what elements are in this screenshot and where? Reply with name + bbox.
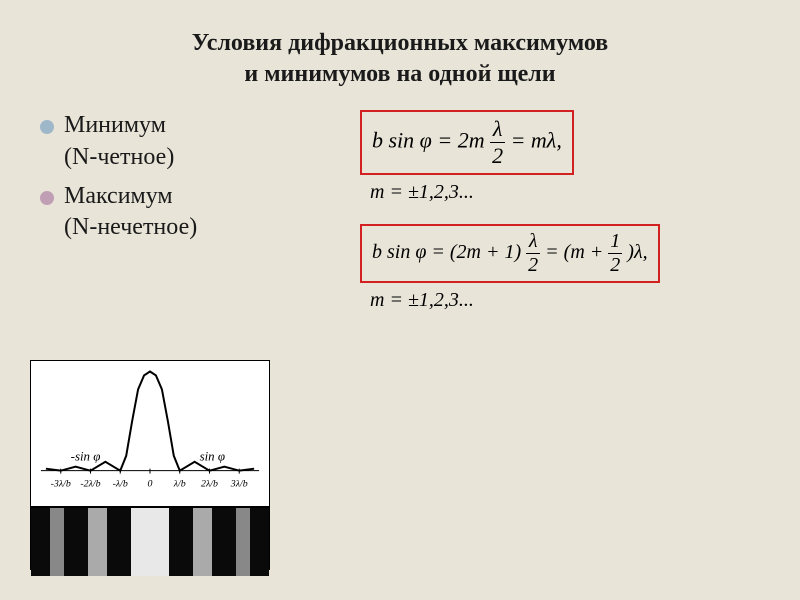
xtick-label: -3λ/b: [51, 479, 71, 490]
f1-suffix: = mλ,: [511, 128, 562, 153]
pattern-stripe: [212, 508, 236, 576]
bullet-maximum: Максимум (N-нечетное): [40, 181, 360, 243]
pattern-stripe: [107, 508, 131, 576]
title-line2: и минимумов на одной щели: [244, 61, 555, 87]
content-row: Минимум (N-четное) Максимум (N-нечетное)…: [0, 110, 800, 318]
bullet-minimum: Минимум (N-четное): [40, 110, 360, 172]
pattern-stripe: [193, 508, 212, 576]
pattern-stripe: [50, 508, 64, 576]
pattern-stripe: [169, 508, 193, 576]
f1-prefix: b sin φ = 2m: [372, 128, 485, 153]
formula-m2: m = ±1,2,3...: [360, 283, 760, 318]
pattern-stripe: [250, 508, 269, 576]
diffraction-diagram: -sin φ sin φ -3λ/b -2λ/b -λ/b 0 λ/b 2λ/b 3λ/b: [30, 360, 270, 570]
f2-den1: 2: [526, 254, 540, 277]
bullet-text-2: Максимум (N-нечетное): [64, 181, 197, 243]
axis-label-right: sin φ: [200, 450, 225, 464]
diffraction-pattern: [31, 508, 269, 576]
xtick-label: λ/b: [173, 479, 186, 490]
formula-maximum-box: b sin φ = (2m + 1) λ 2 = (m + 1 2 )λ,: [360, 224, 660, 283]
xtick-label: 0: [148, 479, 153, 490]
pattern-stripe: [131, 508, 169, 576]
f2-mid: = (m +: [545, 241, 608, 263]
f1-num: λ: [490, 116, 505, 143]
bullet-dot-2: [40, 191, 54, 205]
f2-num2: 1: [608, 230, 622, 254]
bullet-2-line1: Максимум: [64, 183, 173, 209]
bullet-1-line2: (N-четное): [64, 144, 174, 170]
axis-label-left: -sin φ: [71, 450, 101, 464]
pattern-stripe: [64, 508, 88, 576]
bullet-list: Минимум (N-четное) Максимум (N-нечетное): [40, 110, 360, 318]
f2-frac1: λ 2: [526, 230, 540, 277]
xtick-label: -2λ/b: [80, 479, 100, 490]
formula-minimum-box: b sin φ = 2m λ 2 = mλ,: [360, 110, 574, 175]
pattern-stripe: [236, 508, 250, 576]
f2-frac2: 1 2: [608, 230, 622, 277]
f1-frac: λ 2: [490, 116, 505, 169]
f1-den: 2: [490, 143, 505, 169]
bullet-1-line1: Минимум: [64, 112, 166, 138]
bullet-dot-1: [40, 120, 54, 134]
title-line1: Условия дифракционных максимумов: [192, 30, 608, 56]
formula-column: b sin φ = 2m λ 2 = mλ, m = ±1,2,3... b s…: [360, 110, 760, 318]
formula-m1: m = ±1,2,3...: [360, 175, 760, 210]
sinc-plot: -sin φ sin φ -3λ/b -2λ/b -λ/b 0 λ/b 2λ/b 3λ/b: [31, 361, 269, 501]
f2-num1: λ: [526, 230, 540, 254]
bullet-2-line2: (N-нечетное): [64, 214, 197, 240]
pattern-stripe: [88, 508, 107, 576]
xtick-label: 2λ/b: [201, 479, 218, 490]
xtick-label: -λ/b: [113, 479, 128, 490]
f2-den2: 2: [608, 254, 622, 277]
f2-prefix: b sin φ = (2m + 1): [372, 241, 521, 263]
f2-suffix: )λ,: [627, 241, 647, 263]
pattern-stripe: [31, 508, 50, 576]
xtick-label: 3λ/b: [230, 479, 248, 490]
slide-title: Условия дифракционных максимумов и миним…: [0, 0, 800, 110]
bullet-text-1: Минимум (N-четное): [64, 110, 174, 172]
